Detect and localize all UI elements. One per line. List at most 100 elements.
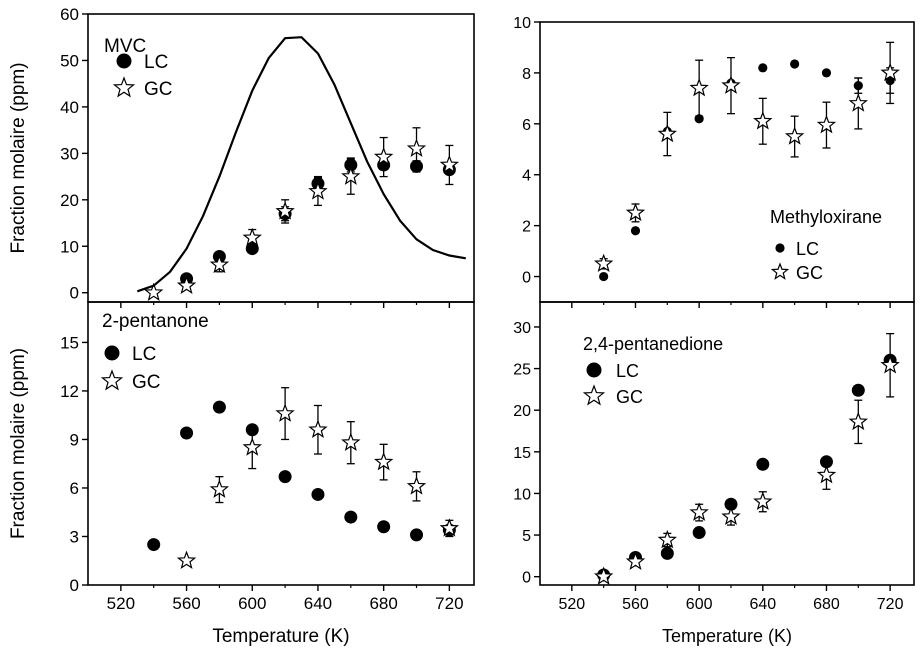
legend-label: LC xyxy=(796,239,819,259)
lc-data-point xyxy=(278,470,292,484)
y-tick-label: 5 xyxy=(522,528,531,545)
y-tick-label: 25 xyxy=(513,362,531,379)
lc-data-point xyxy=(599,271,609,282)
gc-data-point xyxy=(721,75,741,94)
legend-label: GC xyxy=(132,372,161,393)
gc-data-point xyxy=(657,123,678,143)
y-tick-label: 6 xyxy=(522,117,531,134)
y-tick-label: 15 xyxy=(60,333,79,352)
x-tick-label: 640 xyxy=(304,594,332,613)
legend-star-marker xyxy=(770,262,790,280)
gc-data-point xyxy=(406,476,427,495)
gc-data-point xyxy=(721,506,741,525)
y-tick-label: 60 xyxy=(60,5,79,24)
lc-data-point xyxy=(724,497,738,511)
panel-label: MVC xyxy=(104,36,146,57)
lc-data-point xyxy=(147,538,161,552)
y-tick-label: 12 xyxy=(60,382,79,401)
x-tick-label: 720 xyxy=(435,594,463,613)
x-tick-label: 520 xyxy=(558,596,585,613)
lc-data-point xyxy=(245,242,259,256)
x-tick-label: 560 xyxy=(172,594,200,613)
x-tick-label: 560 xyxy=(622,596,649,613)
gc-data-point xyxy=(209,254,230,274)
lc-data-point xyxy=(410,528,424,542)
legend-label: LC xyxy=(616,361,639,381)
lc-data-point xyxy=(758,63,768,73)
gc-data-point xyxy=(848,93,868,112)
y-tick-label: 0 xyxy=(70,576,79,595)
legend-label: GC xyxy=(144,79,173,100)
gc-data-point xyxy=(753,111,773,130)
gc-data-point xyxy=(373,451,394,471)
lc-data-point xyxy=(212,400,226,414)
y-tick-label: 9 xyxy=(70,430,79,449)
y-tick-label: 3 xyxy=(70,527,79,546)
gc-data-point xyxy=(439,154,460,174)
gc-data-point xyxy=(341,432,361,451)
x-axis-label: Temperature (K) xyxy=(662,626,792,646)
gc-data-point xyxy=(242,227,262,247)
gc-data-point xyxy=(275,403,295,422)
x-tick-label: 600 xyxy=(238,594,266,613)
lc-data-point xyxy=(377,520,391,534)
y-axis-label: Fraction molaire (ppm) xyxy=(8,62,29,253)
y-axis-label: Fraction molaire (ppm) xyxy=(8,348,29,539)
y-tick-label: 40 xyxy=(60,98,79,117)
gc-data-point xyxy=(689,502,709,521)
x-tick-label: 680 xyxy=(813,596,840,613)
legend-label: LC xyxy=(144,52,168,73)
legend-circle-marker xyxy=(104,345,120,361)
y-tick-label: 8 xyxy=(522,66,531,83)
fit-curve xyxy=(136,36,466,293)
x-tick-label: 720 xyxy=(877,596,904,613)
gc-data-point xyxy=(848,411,868,431)
gc-data-point xyxy=(242,437,262,456)
x-tick-label: 640 xyxy=(749,596,776,613)
x-tick-label: 680 xyxy=(369,594,397,613)
lc-data-point xyxy=(180,426,194,440)
gc-data-point xyxy=(406,138,427,157)
y-tick-label: 0 xyxy=(522,570,531,587)
lc-data-point xyxy=(851,383,865,397)
gc-data-point xyxy=(308,419,328,439)
legend-star-marker xyxy=(112,76,136,98)
gc-data-point xyxy=(625,202,646,222)
panel-label: Methyloxirane xyxy=(770,207,882,227)
plot-frame xyxy=(87,301,475,586)
y-tick-label: 20 xyxy=(513,403,531,420)
legend-circle-marker xyxy=(116,53,132,69)
y-tick-label: 15 xyxy=(513,445,531,462)
gc-data-point xyxy=(439,518,460,537)
panel-label: 2-pentanone xyxy=(102,311,209,332)
lc-data-point xyxy=(630,226,641,236)
gc-data-point xyxy=(657,529,678,549)
y-tick-label: 20 xyxy=(60,191,79,210)
legend-label: GC xyxy=(616,387,643,407)
gc-data-point xyxy=(753,491,773,511)
gc-data-point xyxy=(275,201,295,220)
gc-data-point xyxy=(689,77,709,97)
lc-data-point xyxy=(344,510,358,524)
y-tick-label: 0 xyxy=(522,270,531,287)
legend-star-marker xyxy=(100,369,124,391)
y-tick-label: 10 xyxy=(513,15,531,32)
gc-data-point xyxy=(816,464,837,484)
gc-data-point xyxy=(176,275,197,294)
gc-data-point xyxy=(209,479,230,498)
y-tick-label: 0 xyxy=(70,284,79,303)
legend-circle-marker xyxy=(586,362,602,378)
lc-data-point xyxy=(692,526,706,540)
y-tick-label: 6 xyxy=(70,479,79,498)
legend-star-marker xyxy=(582,384,606,406)
gc-data-point xyxy=(308,181,328,200)
gc-data-point xyxy=(144,282,164,301)
gc-data-point xyxy=(341,166,361,185)
y-tick-label: 10 xyxy=(513,486,531,503)
gc-data-point xyxy=(373,146,394,166)
legend-circle-marker xyxy=(775,243,785,253)
y-tick-label: 2 xyxy=(522,219,531,236)
lc-data-point xyxy=(790,59,800,69)
x-axis-label: Temperature (K) xyxy=(212,626,349,647)
